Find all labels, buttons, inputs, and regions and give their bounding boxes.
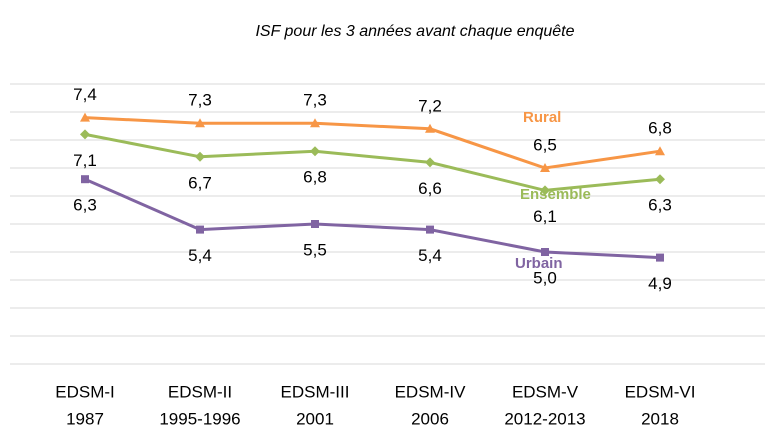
marker: [425, 157, 435, 168]
data-label: 5,4: [418, 246, 442, 265]
x-tick-label: EDSM-I: [55, 382, 115, 401]
x-tick-label: 1987: [66, 409, 104, 428]
series-line: [84, 132, 661, 192]
data-label: 6,7: [188, 173, 212, 192]
series-line: [84, 116, 661, 170]
data-label: 5,0: [533, 268, 557, 287]
x-tick-label: EDSM-IV: [395, 382, 467, 401]
marker: [195, 151, 205, 162]
data-label: 5,5: [303, 240, 327, 259]
data-label: 5,4: [188, 246, 212, 265]
marker: [540, 185, 550, 196]
marker: [426, 225, 434, 234]
x-tick-label: EDSM-III: [281, 382, 350, 401]
x-tick-label: EDSM-II: [168, 382, 232, 401]
x-tick-label: 2012-2013: [504, 409, 585, 428]
series-line: [84, 177, 661, 260]
data-label: 6,3: [648, 196, 672, 215]
marker: [80, 112, 90, 122]
x-tick-label: 2006: [411, 409, 449, 428]
marker: [310, 118, 320, 128]
data-label: 7,3: [303, 91, 327, 110]
data-label: 6,5: [533, 135, 557, 154]
series-label: Urbain: [515, 255, 563, 272]
data-label: 4,9: [648, 274, 672, 293]
marker: [656, 253, 664, 262]
data-label: 7,3: [188, 91, 212, 110]
x-tick-label: 2001: [296, 409, 334, 428]
data-label: 6,6: [418, 179, 442, 198]
marker: [195, 118, 205, 128]
marker: [655, 146, 665, 156]
marker: [81, 175, 89, 184]
marker: [540, 163, 550, 172]
chart-title: ISF pour les 3 années avant chaque enquê…: [255, 23, 574, 40]
series-label: Ensemble: [520, 186, 591, 203]
marker: [196, 225, 204, 234]
marker: [80, 129, 90, 140]
x-tick-label: 2018: [641, 409, 679, 428]
marker: [310, 146, 320, 157]
x-tick-label: EDSM-VI: [625, 382, 696, 401]
marker: [311, 220, 319, 228]
marker: [541, 248, 549, 256]
series-label: Rural: [523, 109, 561, 126]
marker: [425, 123, 435, 133]
data-label: 7,4: [73, 85, 97, 104]
data-label: 6,1: [533, 207, 557, 226]
data-label: 6,8: [303, 168, 327, 187]
x-tick-label: 1995-1996: [159, 409, 240, 428]
data-label: 6,3: [73, 196, 97, 215]
marker: [655, 174, 665, 185]
data-label: 6,8: [648, 119, 672, 138]
data-label: 7,1: [73, 151, 97, 170]
data-label: 7,2: [418, 96, 442, 115]
x-tick-label: EDSM-V: [512, 382, 579, 401]
